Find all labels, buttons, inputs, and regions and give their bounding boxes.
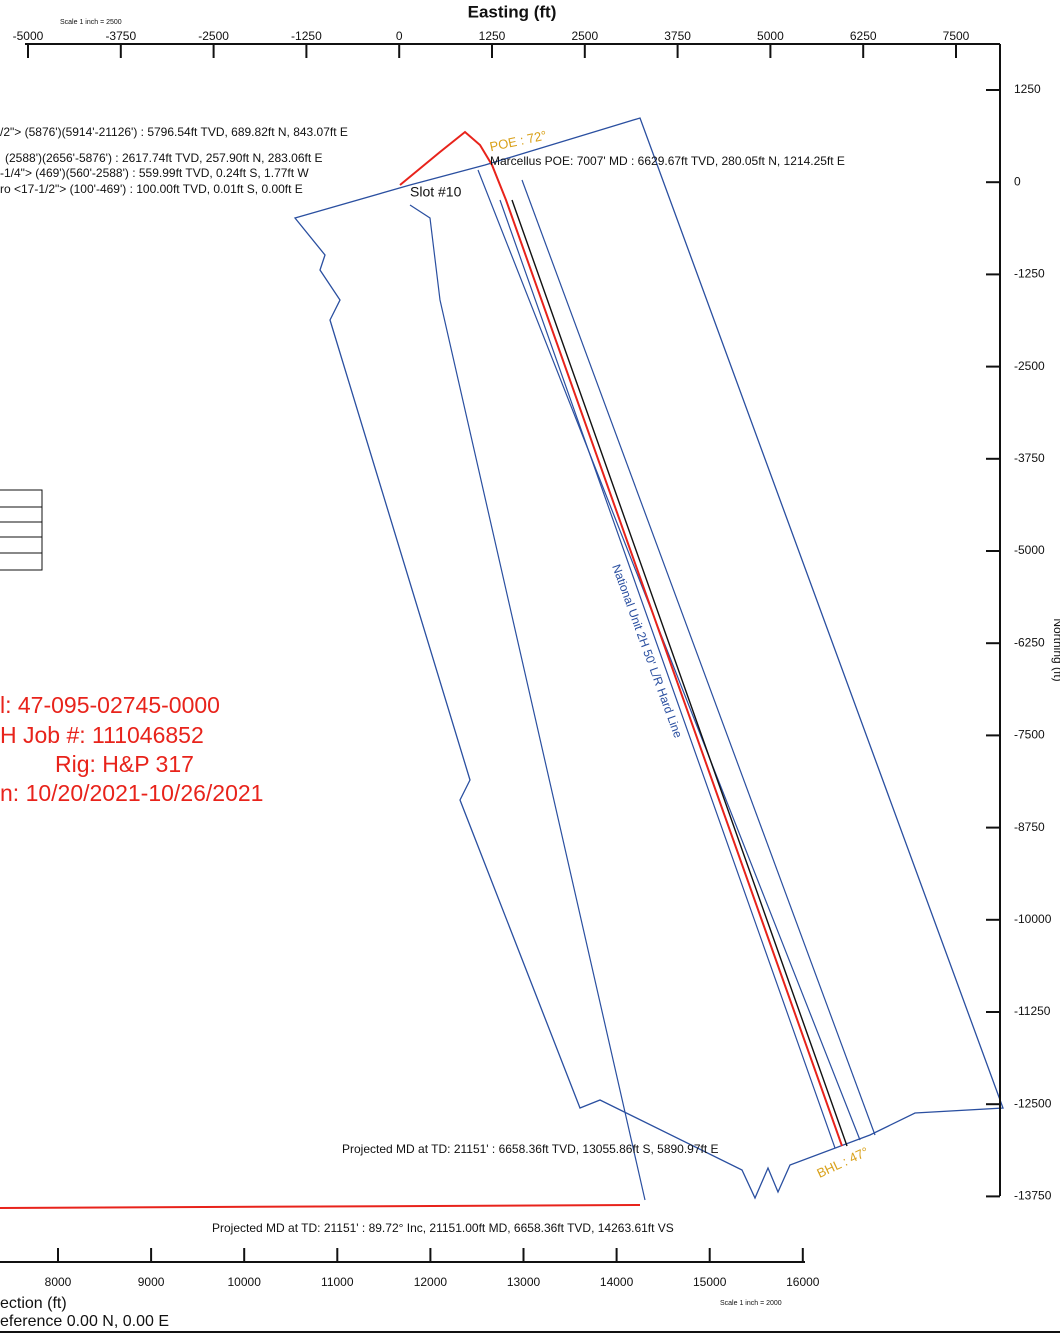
x-tick-label: 12000: [414, 1275, 448, 1289]
annotation: /2"> (5876')(5914'-21126') : 5796.54ft T…: [0, 125, 348, 139]
section-line: [0, 1204, 641, 1209]
y-tick-label: -1250: [1014, 267, 1045, 281]
x-tick-label: 9000: [138, 1275, 165, 1289]
info-line: l: 47-095-02745-0000: [0, 692, 220, 718]
x-tick-label: 3750: [664, 29, 691, 43]
y-tick-label: -6250: [1014, 635, 1045, 649]
x-tick-label: 0: [396, 29, 403, 43]
reference: eference 0.00 N, 0.00 E: [0, 1313, 169, 1330]
y-tick-label: -10000: [1014, 912, 1052, 926]
x-tick-label: 11000: [321, 1275, 354, 1289]
x-tick-label: -1250: [291, 29, 322, 43]
annotation: Slot #10: [410, 184, 462, 200]
annotation: Projected MD at TD: 21151' : 89.72° Inc,…: [212, 1221, 674, 1235]
y-tick-label: 1250: [1014, 82, 1041, 96]
x-tick-label: 6250: [850, 29, 877, 43]
x-tick-label: 16000: [786, 1275, 820, 1289]
y-tick-label: -11250: [1014, 1004, 1051, 1018]
annotation: (2588')(2656'-5876') : 2617.74ft TVD, 25…: [5, 151, 323, 165]
scale-label: Scale 1 inch = 2500: [60, 19, 122, 26]
hard-line-boundary: [293, 117, 1004, 1200]
inner-line: [521, 179, 876, 1136]
annotation: BHL : 47°: [814, 1144, 870, 1181]
annotation: Marcellus POE: 7007' MD : 6629.67ft TVD,…: [490, 154, 845, 168]
well-path-black: [511, 199, 848, 1147]
info-line: n: 10/20/2021-10/26/2021: [0, 780, 263, 806]
inner-line: [477, 169, 861, 1141]
annotation: Projected MD at TD: 21151' : 6658.36ft T…: [342, 1142, 719, 1156]
scale-label: Scale 1 inch = 2000: [720, 1300, 782, 1307]
axis-title: Easting (ft): [468, 2, 557, 21]
x-tick-label: 7500: [943, 29, 970, 43]
well-path: [399, 130, 843, 1147]
x-tick-label: -5000: [13, 29, 44, 43]
inner-line: [409, 204, 646, 1201]
x-tick-label: 14000: [600, 1275, 634, 1289]
y-tick-label: -13750: [1014, 1189, 1052, 1203]
x-tick-label: 2500: [571, 29, 598, 43]
x-tick-label: 15000: [693, 1275, 727, 1289]
legend-table: [0, 489, 43, 571]
x-tick-label: 8000: [45, 1275, 72, 1289]
annotation: POE : 72°: [488, 128, 548, 155]
y-tick-label: -5000: [1014, 543, 1045, 557]
y-tick-label: -3750: [1014, 451, 1045, 465]
y-tick-label: -2500: [1014, 359, 1045, 373]
x-tick-label: -2500: [198, 29, 229, 43]
annotation: ro <17-1/2"> (100'-469') : 100.00ft TVD,…: [0, 182, 303, 196]
info-line: Rig: H&P 317: [55, 751, 194, 777]
legend-rows: [0, 506, 42, 554]
x-tick-label: -3750: [105, 29, 136, 43]
info-line: H Job #: 111046852: [0, 722, 204, 748]
x-tick-label: 1250: [479, 29, 506, 43]
plot-geometry: [0, 43, 1060, 1333]
x-tick-label: 13000: [507, 1275, 541, 1289]
axis-title: Northing (ft): [1051, 618, 1060, 681]
y-tick-label: -8750: [1014, 820, 1045, 834]
x-tick-label: 5000: [757, 29, 784, 43]
annotation: National Unit 2H 50' L/R Hard Line: [609, 562, 685, 740]
y-tick-label: -12500: [1014, 1096, 1052, 1110]
axis-title: ection (ft): [0, 1295, 67, 1312]
y-tick-label: 0: [1014, 174, 1021, 188]
y-tick-label: -7500: [1014, 728, 1045, 742]
annotation: -1/4"> (469')(560'-2588') : 559.99ft TVD…: [0, 166, 309, 180]
x-tick-label: 10000: [228, 1275, 262, 1289]
offset-line: [499, 199, 836, 1149]
